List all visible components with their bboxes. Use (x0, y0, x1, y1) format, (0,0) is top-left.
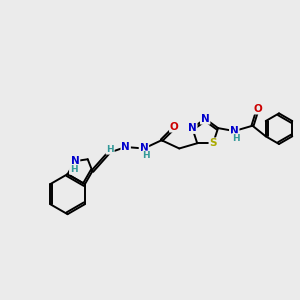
Text: N: N (140, 143, 148, 154)
Text: N: N (121, 142, 130, 152)
Text: H: H (232, 134, 239, 143)
Text: N: N (230, 126, 239, 136)
Text: S: S (209, 138, 217, 148)
Text: H: H (142, 151, 150, 160)
Text: N: N (188, 123, 197, 133)
Text: O: O (170, 122, 178, 132)
Text: H: H (106, 145, 114, 154)
Text: O: O (253, 104, 262, 114)
Text: N: N (71, 156, 80, 166)
Text: H: H (70, 165, 77, 174)
Text: N: N (201, 114, 210, 124)
